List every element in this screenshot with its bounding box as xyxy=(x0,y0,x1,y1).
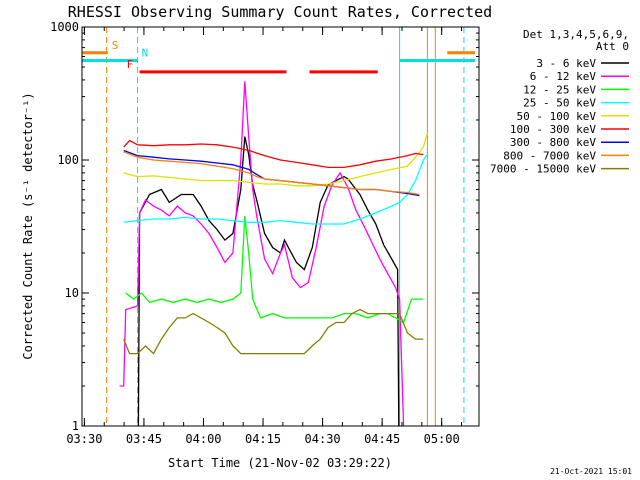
flag-label-F: F xyxy=(127,58,134,71)
y-axis-label: Corrected Count Rate (s⁻¹ detector⁻¹) xyxy=(21,92,35,359)
x-tick-label-0: 03:30 xyxy=(66,432,102,446)
legend-label-6: 300 - 800 keV xyxy=(510,136,596,149)
y-tick-label-3: 1000 xyxy=(50,20,79,34)
x-tick-label-5: 04:45 xyxy=(364,432,400,446)
flag-label-N: N xyxy=(142,46,149,59)
y-tick-label-1: 10 xyxy=(65,286,79,300)
series-line-8 xyxy=(123,308,424,355)
legend-label-3: 25 - 50 keV xyxy=(523,97,596,110)
x-tick-label-1: 03:45 xyxy=(126,432,162,446)
legend-header-1: Att 0 xyxy=(596,40,629,53)
x-tick-label-2: 04:00 xyxy=(185,432,221,446)
series-line-4 xyxy=(123,132,429,187)
series-line-3 xyxy=(123,154,428,225)
x-tick-label-6: 05:00 xyxy=(424,432,460,446)
series-line-1 xyxy=(119,81,405,427)
legend-header-0: Det 1,3,4,5,6,9, xyxy=(523,28,629,41)
y-tick-label-2: 100 xyxy=(57,153,79,167)
plot-frame xyxy=(81,26,480,427)
flag-label-S: S xyxy=(112,39,119,52)
vertical-markers xyxy=(106,27,465,426)
series-line-7 xyxy=(123,151,420,196)
footer-timestamp: 21-Oct-2021 15:01 xyxy=(550,467,632,476)
x-tick-label-4: 04:30 xyxy=(305,432,341,446)
legend-label-0: 3 - 6 keV xyxy=(536,57,596,70)
x-axis-label: Start Time (21-Nov-02 03:29:22) xyxy=(168,456,392,470)
x-tick-label-3: 04:15 xyxy=(245,432,281,446)
legend-label-8: 7000 - 15000 keV xyxy=(490,163,596,176)
legend-label-1: 6 - 12 keV xyxy=(530,70,597,83)
chart-title: RHESSI Observing Summary Count Rates, Co… xyxy=(68,3,492,21)
x-axis-ticks: 03:30 03:45 04:00 04:15 04:30 04:45 05:00 xyxy=(66,27,463,446)
series-lines xyxy=(119,81,429,427)
series-line-0 xyxy=(137,136,400,427)
y-tick-label-0: 1 xyxy=(72,419,79,433)
legend-label-2: 12 - 25 keV xyxy=(523,83,596,96)
legend-label-5: 100 - 300 keV xyxy=(510,123,596,136)
status-flags: S NF xyxy=(82,39,476,74)
legend-label-7: 800 - 7000 keV xyxy=(503,149,596,162)
legend-label-4: 50 - 100 keV xyxy=(517,110,597,123)
y-axis-ticks: 1 10 100 1000 xyxy=(50,20,479,433)
series-line-5 xyxy=(123,139,424,169)
